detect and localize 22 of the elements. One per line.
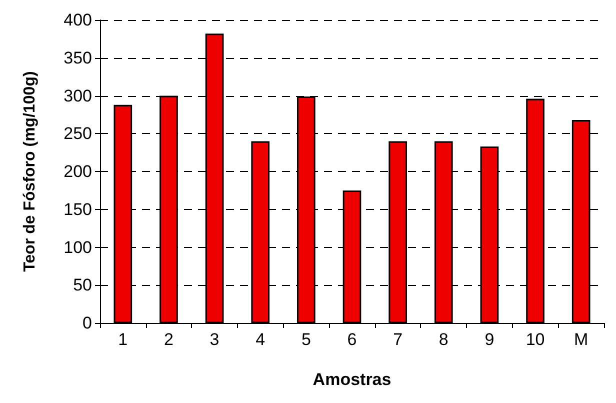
x-tick-label: 10 [526,330,545,349]
x-tick-label: 5 [301,330,311,349]
y-axis-title: Teor de Fósforo (mg/100g) [22,71,38,272]
x-tick-label: 6 [347,330,357,349]
y-tick-label: 200 [64,162,92,181]
x-tick-label: 1 [118,330,128,349]
x-tick-label: 7 [393,330,403,349]
y-tick-label: 400 [64,10,92,30]
x-axis-title: Amostras [312,370,392,389]
y-tick-label: 300 [64,86,92,106]
x-tick-label: 9 [484,330,494,349]
x-tick-label: 2 [164,330,174,349]
y-tick-label: 100 [64,238,92,257]
x-tick-label: M [574,330,588,349]
x-tick-label: 4 [256,330,266,349]
y-tick-label: 150 [64,200,92,219]
y-tick-label: 350 [64,48,92,68]
x-tick-label: 3 [210,330,220,349]
y-tick-label: 50 [73,276,92,295]
x-tick-label: 8 [438,330,448,349]
y-tick-label: 0 [82,314,92,332]
y-tick-label: 250 [64,124,92,144]
